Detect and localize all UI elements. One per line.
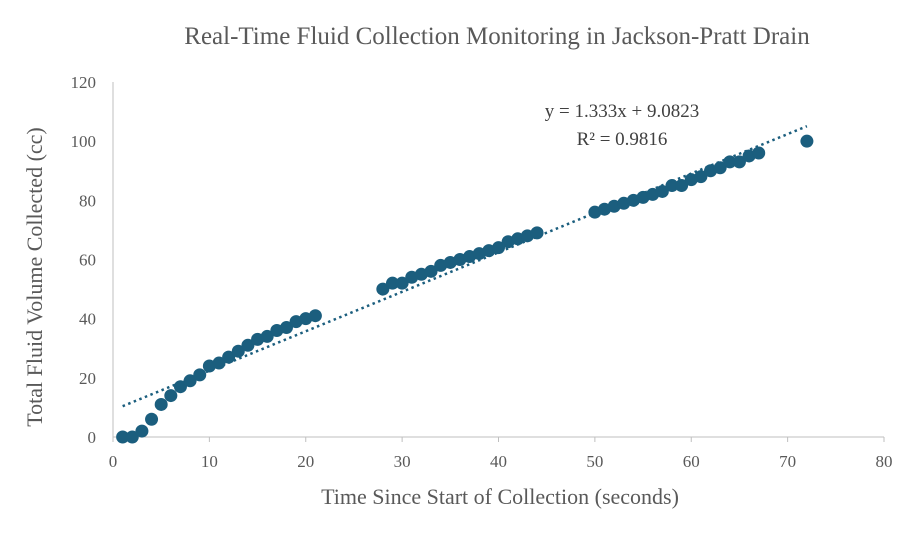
- data-point: [116, 430, 130, 444]
- x-tick-label: 80: [876, 452, 893, 471]
- chart-title: Real-Time Fluid Collection Monitoring in…: [184, 23, 810, 50]
- trendline-r-squared: R² = 0.9816: [577, 129, 668, 150]
- data-point: [241, 338, 255, 352]
- data-point: [424, 264, 438, 278]
- data-point: [385, 276, 399, 290]
- data-point: [732, 155, 746, 169]
- data-point: [492, 241, 505, 255]
- data-point: [723, 155, 737, 169]
- data-point: [183, 374, 197, 388]
- data-point: [260, 329, 274, 343]
- x-tick-label: 60: [683, 452, 700, 471]
- data-point: [145, 412, 159, 426]
- data-point: [665, 179, 679, 193]
- trendline-equation: y = 1.333x + 9.0823: [545, 101, 699, 122]
- x-tick-label: 40: [490, 452, 507, 471]
- data-point: [530, 226, 544, 240]
- data-point: [154, 397, 168, 411]
- y-tick-label: 0: [88, 428, 97, 447]
- data-point: [800, 134, 814, 148]
- data-point: [376, 282, 390, 296]
- y-axis-title-text: Total Fluid Volume Collected (cc): [22, 127, 47, 426]
- x-tick-label: 50: [586, 452, 603, 471]
- y-tick-label: 100: [71, 132, 97, 151]
- y-tick-label: 40: [79, 310, 96, 329]
- data-point: [308, 309, 322, 323]
- data-point: [231, 344, 245, 358]
- x-axis-title: Time Since Start of Collection (seconds): [321, 484, 679, 509]
- x-tick-label: 20: [297, 452, 314, 471]
- y-tick-label: 20: [79, 369, 96, 388]
- data-points: [116, 134, 814, 444]
- data-point: [212, 356, 226, 370]
- data-point: [279, 321, 293, 335]
- data-point: [675, 179, 689, 193]
- data-point: [752, 146, 766, 160]
- data-point: [164, 389, 178, 403]
- data-point: [135, 424, 149, 438]
- data-point: [173, 380, 187, 394]
- y-tick-label: 80: [79, 191, 96, 210]
- x-tick-label: 70: [779, 452, 796, 471]
- y-tick-label: 60: [79, 251, 96, 270]
- data-point: [395, 276, 409, 290]
- x-tick-label: 30: [394, 452, 411, 471]
- data-point: [694, 170, 708, 184]
- y-tick-label: 120: [71, 73, 97, 92]
- x-tick-label: 10: [201, 452, 218, 471]
- x-tick-label: 0: [109, 452, 118, 471]
- y-axis-title: Total Fluid Volume Collected (cc): [22, 127, 47, 426]
- axes: 0 10 20 30 40 50 60 70 80 0 20 40 60 80 100 120: [71, 73, 893, 471]
- data-point: [655, 184, 669, 198]
- data-point: [713, 161, 727, 175]
- data-point: [222, 350, 236, 364]
- data-point: [193, 368, 207, 382]
- data-point: [125, 430, 139, 444]
